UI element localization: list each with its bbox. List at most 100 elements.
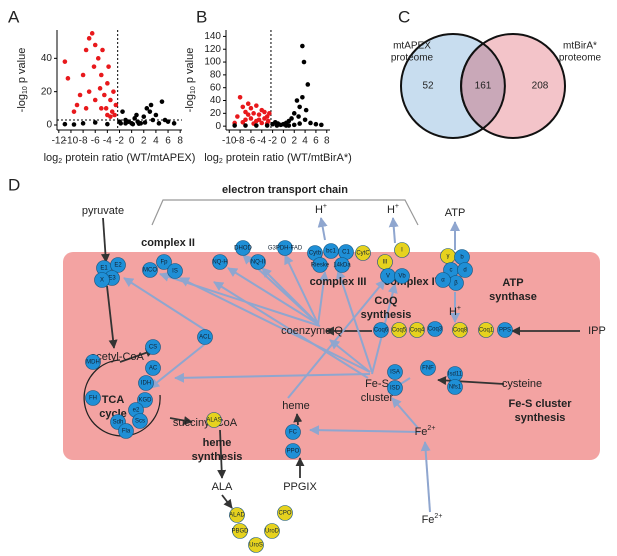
protein-node — [452, 322, 468, 338]
protein-node — [85, 354, 101, 370]
protein-node — [94, 272, 110, 288]
point — [156, 121, 162, 126]
link-arrow — [287, 279, 386, 399]
protein-node — [391, 322, 407, 338]
label-sup: 2+ — [427, 425, 435, 432]
point — [103, 106, 109, 111]
protein-label: b — [460, 255, 464, 261]
pathway-arrow — [437, 375, 505, 385]
protein-label: Coq1 — [479, 328, 494, 334]
x-tick-label: -2 — [115, 136, 124, 147]
protein-label: UroS — [249, 543, 263, 549]
protein-label: G3PDH-FAD — [268, 246, 303, 252]
diagram-label: complex III — [310, 276, 367, 288]
point — [71, 122, 77, 127]
point — [308, 120, 313, 126]
link-arrow — [420, 441, 431, 513]
point — [108, 97, 113, 103]
protein-label: MDH — [86, 360, 100, 366]
y-axis-label-part: -log — [16, 94, 28, 112]
point — [245, 101, 251, 107]
point — [291, 122, 297, 128]
label-sup: 2+ — [434, 513, 442, 520]
venn-label: mtAPEX — [393, 41, 431, 52]
x-tick-label: 6 — [313, 136, 319, 147]
diagram-label: complex II — [141, 237, 195, 249]
point — [300, 43, 305, 49]
point — [237, 95, 243, 100]
point — [297, 121, 302, 126]
pathway-arrow — [100, 217, 110, 263]
protein-node — [497, 322, 513, 338]
point — [105, 121, 110, 127]
panel-label: A — [8, 7, 20, 26]
point — [98, 72, 104, 78]
point — [97, 86, 103, 91]
x-tick-label: -10 — [64, 136, 79, 147]
protein-label: bc1 — [326, 249, 336, 255]
protein-node — [334, 257, 350, 273]
point — [108, 114, 113, 119]
protein-label: Isd11 — [448, 372, 463, 378]
y-tick-label: 100 — [204, 57, 221, 68]
diagram-label: ATP — [502, 277, 523, 289]
label-base: Fe — [422, 514, 435, 526]
diagram-label: synthase — [489, 291, 537, 303]
point — [95, 56, 101, 61]
point — [98, 106, 104, 111]
x-tick-label: -8 — [236, 136, 245, 147]
point — [86, 36, 92, 41]
protein-label: FC — [289, 430, 298, 436]
protein-label: c — [450, 268, 453, 274]
point — [274, 123, 280, 128]
protein-label: d — [463, 268, 466, 274]
protein-label: β — [454, 281, 458, 287]
y-axis-label-part: -log — [184, 94, 196, 112]
y-axis-label: -log10 p value — [16, 48, 29, 113]
x-tick-label: -6 — [91, 136, 100, 147]
protein-label: Scs — [135, 419, 145, 425]
protein-label: Fp — [160, 260, 168, 266]
y-tick-label: 40 — [210, 95, 222, 106]
link-arrow — [123, 277, 206, 331]
protein-label: C1 — [342, 250, 350, 256]
point — [113, 102, 119, 108]
protein-label: E2 — [114, 263, 122, 269]
link-arrow — [317, 217, 328, 241]
protein-node — [110, 257, 126, 273]
protein-node — [118, 423, 134, 439]
label-sup: + — [395, 203, 399, 210]
protein-label: PPO — [287, 449, 300, 455]
protein-node — [156, 254, 172, 270]
point — [65, 76, 71, 81]
protein-node — [145, 360, 161, 376]
protein-node — [387, 380, 403, 396]
protein-node — [167, 263, 183, 279]
x-axis-label: log2 protein ratio (WT/mtAPEX) — [44, 152, 196, 165]
diagram-label: CoQ — [374, 295, 398, 307]
diagram-label: TCA — [102, 394, 125, 406]
diagram-label: synthesis — [361, 309, 412, 321]
diagram-label: heme — [282, 400, 310, 412]
x-tick-label: -4 — [257, 136, 266, 147]
protein-label: V — [386, 274, 390, 280]
protein-node — [312, 257, 328, 273]
protein-label: IS — [172, 269, 178, 275]
tca-ring — [83, 359, 161, 437]
protein-node — [478, 322, 494, 338]
point — [148, 102, 154, 108]
x-tick-label: -2 — [268, 136, 277, 147]
diagram-label: Fe2+ — [422, 513, 443, 526]
point — [302, 117, 308, 123]
protein-label: FH — [89, 396, 97, 402]
point — [240, 104, 246, 110]
protein-label: ISD — [390, 386, 401, 392]
x-axis-label: log2 protein ratio (WT/mtBirA*) — [204, 152, 352, 165]
x-tick-label: -6 — [246, 136, 255, 147]
protein-label: MCO — [143, 268, 157, 274]
protein-label: I — [401, 248, 403, 254]
protein-node — [457, 262, 473, 278]
protein-label: UroD — [265, 529, 280, 535]
point — [283, 123, 289, 128]
